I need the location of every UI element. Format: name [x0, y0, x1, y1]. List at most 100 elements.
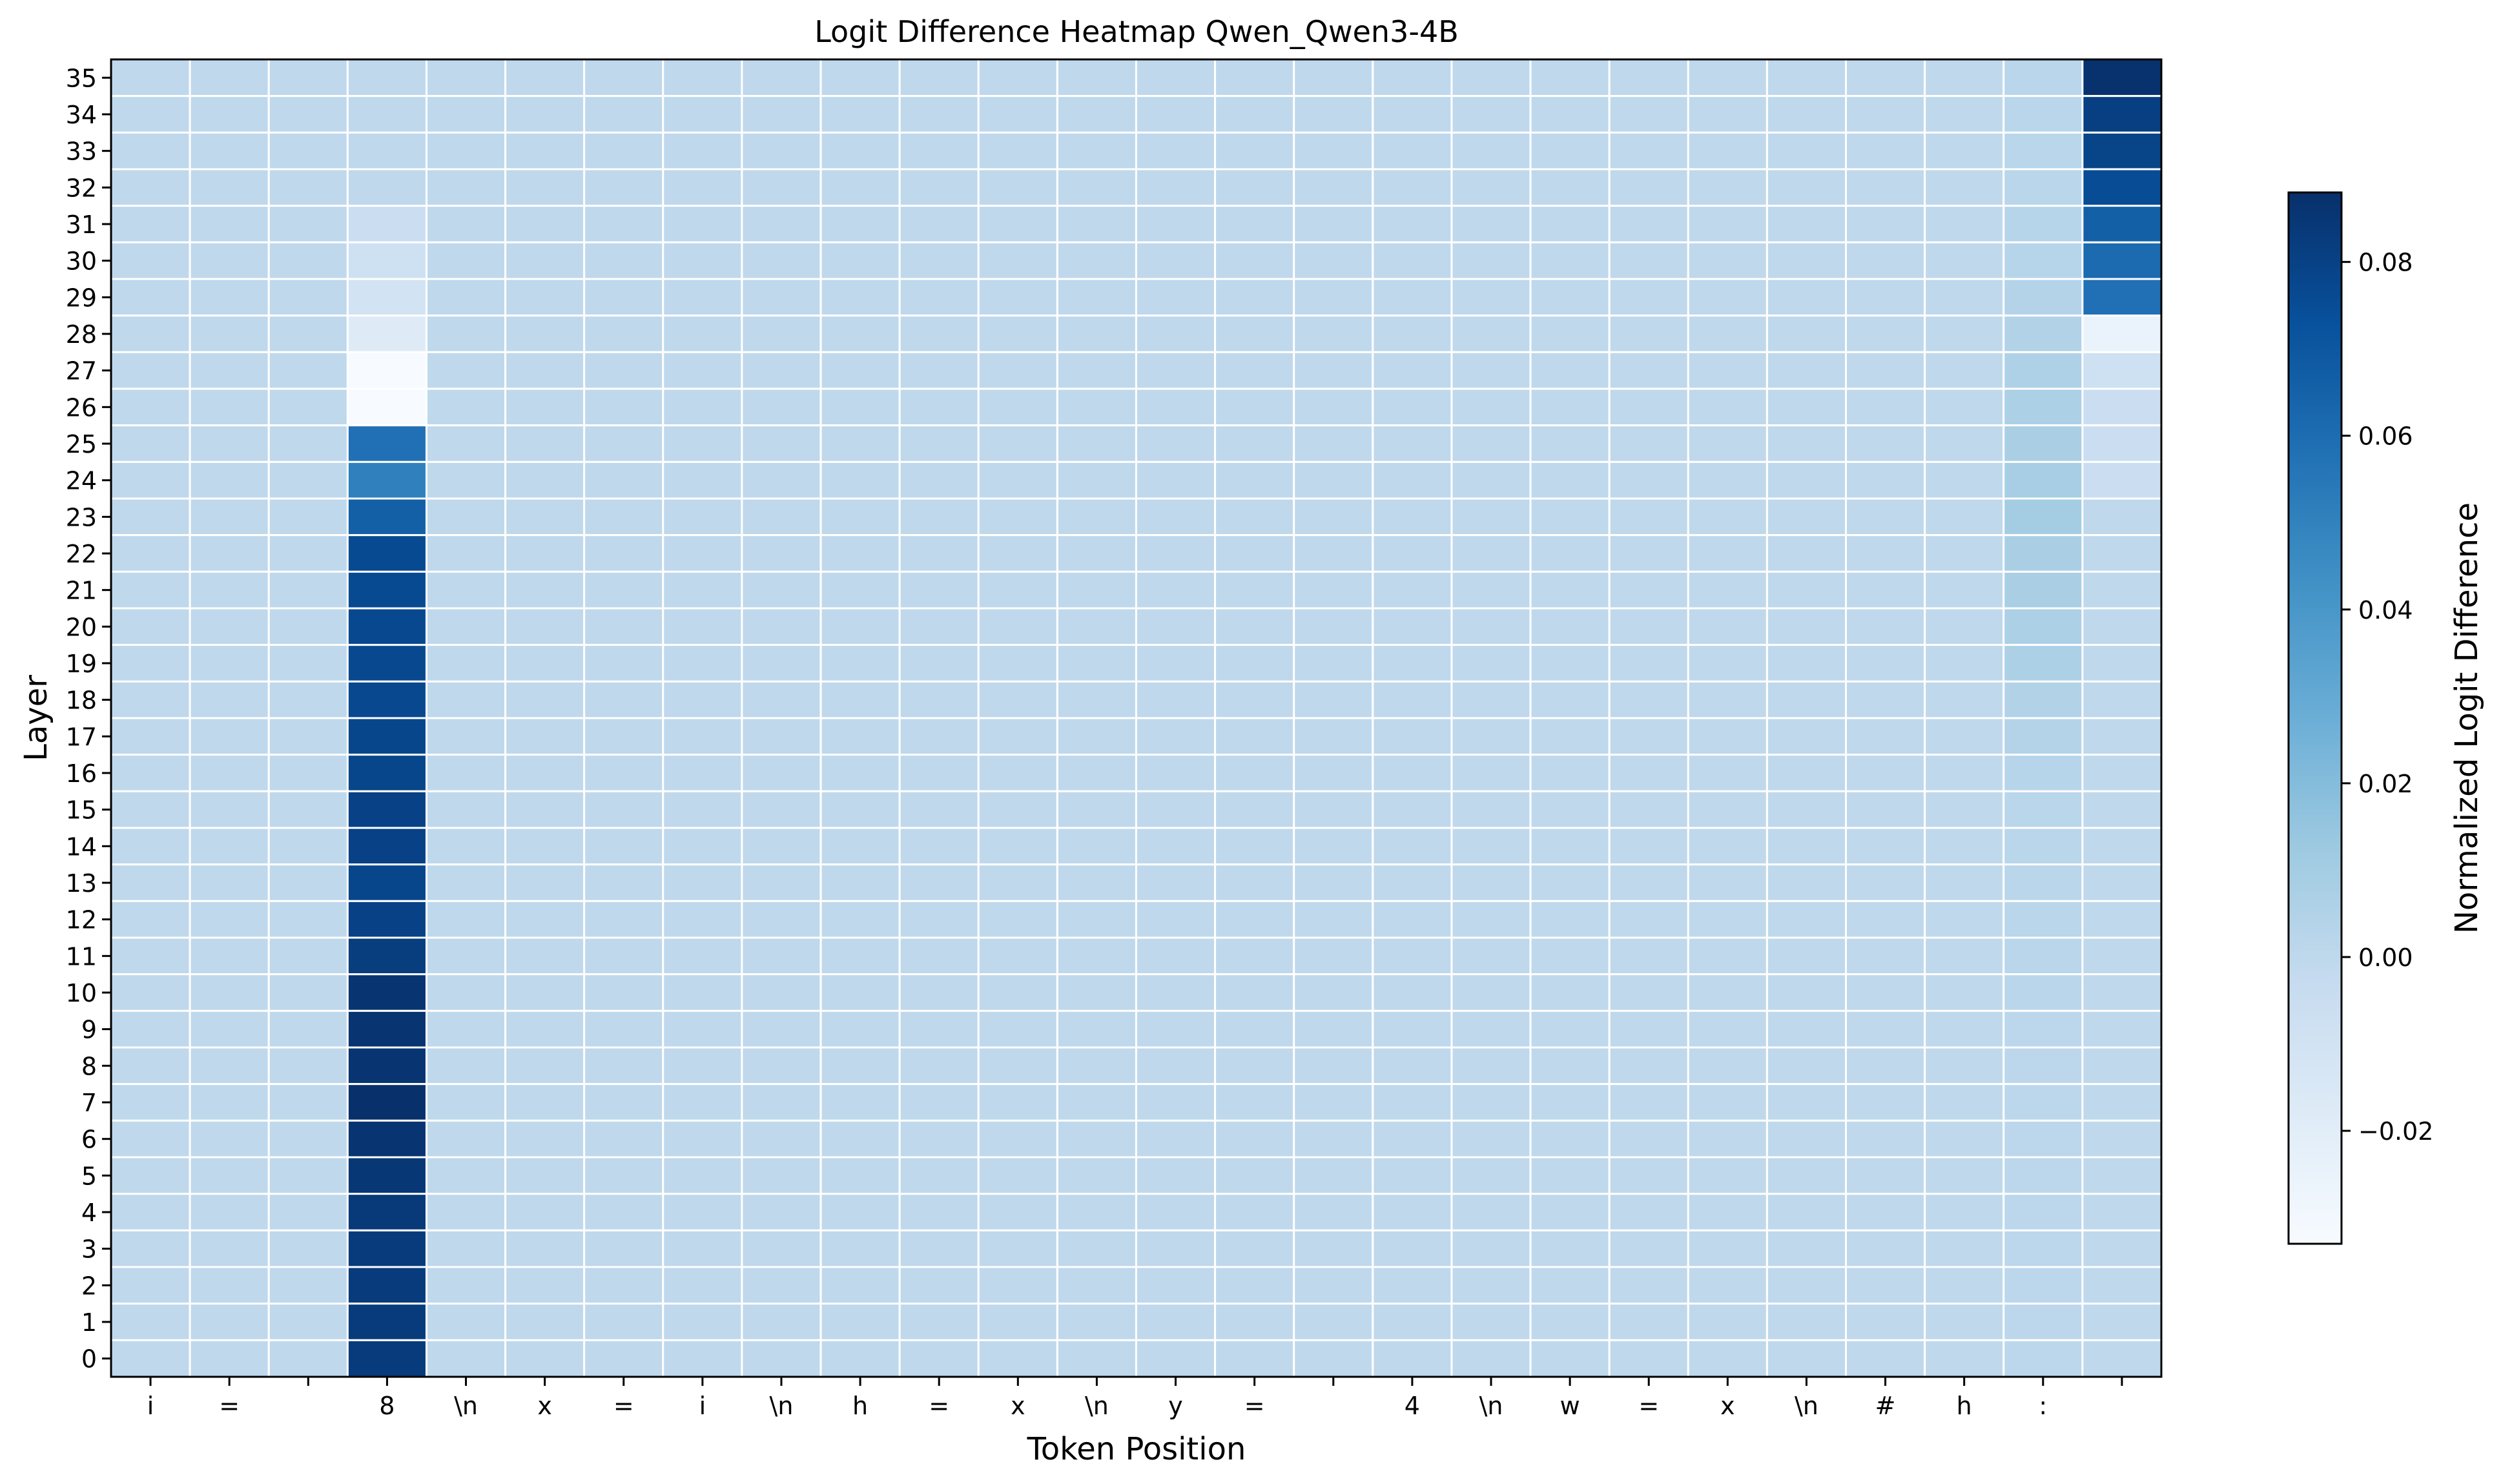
heatmap-cell [504, 790, 586, 829]
heatmap-cell [1687, 58, 1768, 98]
x-axis-ticks: i = 8 \n x = i \n h = x \n y = 4 \n w = x \n # h: [147, 1377, 2123, 1420]
heatmap-cell [1450, 717, 1532, 756]
y-tick-label: 17 [66, 723, 97, 751]
heatmap-cell [583, 424, 664, 463]
y-tick-label: 30 [66, 247, 97, 276]
heatmap-cell [741, 607, 822, 646]
heatmap-cell [1056, 424, 1138, 463]
heatmap-cell [2081, 863, 2163, 902]
heatmap-cell [504, 570, 586, 610]
heatmap-cell [267, 278, 349, 317]
heatmap-cell [1293, 95, 1374, 134]
heatmap-cell [1372, 278, 1453, 317]
heatmap-cell [1214, 1083, 1295, 1122]
y-tick-label: 1 [81, 1308, 97, 1337]
heatmap-cell [1765, 131, 1847, 170]
heatmap-cell [189, 827, 270, 866]
heatmap-cell [2081, 58, 2163, 98]
heatmap-cell [1687, 1009, 1768, 1049]
heatmap-cell [898, 973, 980, 1012]
heatmap-cell [1293, 460, 1374, 500]
heatmap-cell [1845, 241, 1926, 280]
heatmap-cell [504, 1046, 586, 1086]
heatmap-cell [189, 900, 270, 939]
heatmap-cell [1529, 1266, 1611, 1305]
heatmap-cell [1293, 497, 1374, 537]
heatmap-cell [189, 1009, 270, 1049]
heatmap-cell [583, 278, 664, 317]
heatmap-cell [898, 1339, 980, 1378]
heatmap-cell [1608, 1303, 1689, 1341]
heatmap-cell [504, 534, 586, 573]
heatmap-cell [110, 95, 191, 134]
y-axis-label: Layer [18, 675, 54, 761]
heatmap-cell [1450, 680, 1532, 719]
heatmap-cell [977, 1229, 1058, 1268]
heatmap-cell [1372, 863, 1453, 902]
heatmap-cell [1056, 1339, 1138, 1378]
heatmap-cell [1765, 936, 1847, 976]
heatmap-cell [1056, 95, 1138, 134]
heatmap-cell [741, 1339, 822, 1378]
heatmap-cell [425, 680, 507, 719]
heatmap-cell [583, 717, 664, 756]
heatmap-cell [1924, 790, 2005, 829]
heatmap-cell [110, 680, 191, 719]
heatmap-cell [1450, 131, 1532, 170]
heatmap-cell [1450, 1119, 1532, 1159]
heatmap-cell [267, 900, 349, 939]
heatmap-cell [2081, 241, 2163, 280]
heatmap-cell [2081, 1339, 2163, 1378]
heatmap-cell [1372, 497, 1453, 537]
heatmap-cell [583, 607, 664, 646]
heatmap-cell [1450, 790, 1532, 829]
heatmap-cell [1608, 754, 1689, 792]
y-tick-label: 14 [66, 832, 97, 861]
heatmap-cell [819, 607, 901, 646]
heatmap-cell [1214, 863, 1295, 902]
heatmap-cell [2002, 351, 2084, 390]
heatmap-cell [2002, 205, 2084, 243]
heatmap-cell [1372, 131, 1453, 170]
heatmap-cell [662, 1229, 743, 1268]
heatmap-cell [267, 863, 349, 902]
colorbar-ticks: 0.08 0.06 0.04 0.02 0.00 −0.02 [2341, 249, 2433, 1146]
heatmap-cell [2002, 278, 2084, 317]
heatmap-cell [267, 1339, 349, 1378]
heatmap-cell [1765, 1266, 1847, 1305]
heatmap-cell [583, 827, 664, 866]
heatmap-cell [1529, 58, 1611, 98]
heatmap-cell [1845, 1193, 1926, 1232]
heatmap-cell [819, 717, 901, 756]
heatmap-cell [189, 95, 270, 134]
heatmap-cell [1056, 58, 1138, 98]
heatmap-cell [110, 1119, 191, 1159]
heatmap-cell [1765, 790, 1847, 829]
heatmap-cell [1765, 241, 1847, 280]
heatmap-cell [189, 1339, 270, 1378]
heatmap-cell [1529, 607, 1611, 646]
heatmap-cell [662, 1009, 743, 1049]
heatmap-cell [819, 1229, 901, 1268]
heatmap-cell [2081, 1083, 2163, 1122]
heatmap-cell [1450, 863, 1532, 902]
heatmap-cell [741, 534, 822, 573]
heatmap-cell [1214, 973, 1295, 1012]
heatmap-cell [267, 1046, 349, 1086]
heatmap-cell [1608, 644, 1689, 683]
heatmap-cell [1135, 790, 1217, 829]
heatmap-cell [819, 95, 901, 134]
heatmap-cell [425, 570, 507, 610]
heatmap-cell [1687, 95, 1768, 134]
y-tick-label: 31 [66, 211, 97, 239]
heatmap-cell [662, 973, 743, 1012]
heatmap-cell [741, 754, 822, 792]
y-tick-label: 32 [66, 174, 97, 202]
heatmap-cell [1608, 790, 1689, 829]
y-tick-label: 34 [66, 101, 97, 129]
heatmap-cell [583, 754, 664, 792]
heatmap-cell [1687, 936, 1768, 976]
heatmap-cell [2081, 1303, 2163, 1341]
heatmap-cell [1924, 241, 2005, 280]
heatmap-cell [741, 351, 822, 390]
